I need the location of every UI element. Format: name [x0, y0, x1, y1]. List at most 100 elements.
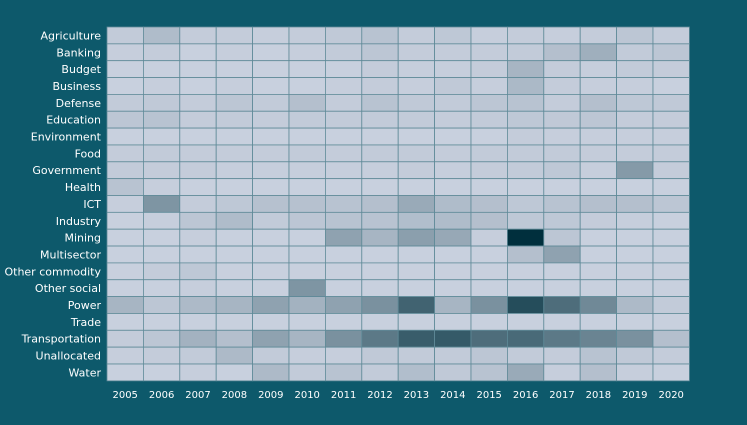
heatmap-cell-multisector-2006: [142, 245, 181, 264]
heatmap-cell-water-2017: [543, 363, 581, 382]
heatmap-cell-other-social-2011: [324, 279, 363, 298]
heatmap-cell-trade-2016: [506, 313, 545, 331]
heatmap-cell-food-2013: [397, 144, 436, 163]
heatmap-cell-agriculture-2013: [397, 26, 436, 45]
row-label-environment: Environment: [31, 131, 102, 144]
column-label-2018: 2018: [586, 390, 611, 401]
heatmap-cell-multisector-2012: [361, 245, 399, 264]
heatmap-cell-unallocated-2011: [324, 346, 363, 365]
heatmap-cell-ict-2009: [252, 195, 290, 213]
heatmap-cell-defense-2009: [252, 94, 290, 112]
heatmap-cell-agriculture-2017: [543, 26, 581, 45]
heatmap-cell-trade-2008: [215, 313, 253, 331]
heatmap-cell-other-commodity-2013: [397, 262, 436, 281]
heatmap-cell-defense-2013: [397, 94, 436, 112]
heatmap-cell-agriculture-2012: [361, 26, 399, 45]
heatmap-cell-other-commodity-2007: [179, 262, 217, 281]
heatmap-cell-education-2017: [543, 110, 581, 129]
heatmap-cell-ict-2005: [106, 195, 144, 213]
row-label-agriculture: Agriculture: [41, 29, 102, 42]
heatmap-cell-education-2019: [616, 110, 654, 129]
heatmap-cell-agriculture-2016: [506, 26, 545, 45]
heatmap-cell-agriculture-2009: [252, 26, 290, 45]
heatmap-cell-agriculture-2007: [179, 26, 217, 45]
row-label-banking: Banking: [56, 46, 101, 59]
heatmap-cell-banking-2012: [361, 43, 399, 62]
heatmap-cell-unallocated-2009: [252, 346, 290, 365]
heatmap-cell-industry-2019: [616, 211, 654, 230]
heatmap-cell-multisector-2017: [543, 245, 581, 264]
heatmap-cell-water-2007: [179, 363, 217, 382]
heatmap-cell-food-2007: [179, 144, 217, 163]
heatmap-cell-trade-2011: [324, 313, 363, 331]
heatmap-cell-mining-2011: [324, 228, 363, 247]
heatmap-cell-unallocated-2006: [142, 346, 181, 365]
heatmap-cell-defense-2005: [106, 94, 144, 112]
heatmap-cell-mining-2007: [179, 228, 217, 247]
heatmap-cell-trade-2013: [397, 313, 436, 331]
heatmap-cell-agriculture-2008: [215, 26, 253, 45]
heatmap-cell-business-2006: [142, 77, 181, 95]
heatmap-cell-budget-2011: [324, 60, 363, 78]
heatmap-cell-health-2020: [652, 178, 690, 196]
heatmap-cell-unallocated-2010: [288, 346, 326, 365]
heatmap-cell-other-commodity-2012: [361, 262, 399, 281]
heatmap-cell-education-2018: [579, 110, 618, 129]
row-label-power: Power: [68, 299, 102, 312]
heatmap-cell-trade-2015: [470, 313, 508, 331]
heatmap-cell-food-2015: [470, 144, 508, 163]
heatmap-cell-other-social-2010: [288, 279, 326, 298]
row-label-other-commodity: Other commodity: [4, 265, 101, 278]
heatmap-cell-unallocated-2019: [616, 346, 654, 365]
heatmap-cell-food-2006: [142, 144, 181, 163]
heatmap-cell-budget-2018: [579, 60, 618, 78]
heatmap-cell-health-2008: [215, 178, 253, 196]
heatmap-cell-transportation-2019: [616, 329, 654, 348]
heatmap-cell-food-2008: [215, 144, 253, 163]
heatmap-cell-multisector-2014: [434, 245, 472, 264]
column-label-2008: 2008: [222, 390, 247, 401]
heatmap-cell-education-2020: [652, 110, 690, 129]
heatmap-cell-mining-2015: [470, 228, 508, 247]
heatmap-cell-trade-2005: [106, 313, 144, 331]
heatmap-cell-defense-2011: [324, 94, 363, 112]
heatmap-cell-power-2006: [142, 296, 181, 314]
heatmap-cell-education-2015: [470, 110, 508, 129]
heatmap-cell-transportation-2016: [506, 329, 545, 348]
heatmap-cell-environment-2014: [434, 127, 472, 146]
heatmap-cell-power-2017: [543, 296, 581, 314]
heatmap-cell-mining-2018: [579, 228, 618, 247]
heatmap-cell-environment-2016: [506, 127, 545, 146]
heatmap-cell-industry-2017: [543, 211, 581, 230]
row-label-mining: Mining: [64, 232, 101, 245]
heatmap-cell-food-2010: [288, 144, 326, 163]
heatmap-cell-other-social-2005: [106, 279, 144, 298]
heatmap-cell-industry-2016: [506, 211, 545, 230]
heatmap-cell-other-social-2017: [543, 279, 581, 298]
heatmap-cell-transportation-2008: [215, 329, 253, 348]
heatmap-cell-defense-2020: [652, 94, 690, 112]
heatmap-cell-other-commodity-2005: [106, 262, 144, 281]
heatmap-cell-trade-2019: [616, 313, 654, 331]
column-label-2007: 2007: [185, 390, 210, 401]
heatmap-cell-power-2016: [506, 296, 545, 314]
heatmap-cell-transportation-2007: [179, 329, 217, 348]
heatmap-cell-mining-2008: [215, 228, 253, 247]
heatmap-cell-business-2009: [252, 77, 290, 95]
heatmap-cell-multisector-2015: [470, 245, 508, 264]
heatmap-cell-industry-2013: [397, 211, 436, 230]
heatmap-cell-education-2012: [361, 110, 399, 129]
row-label-multisector: Multisector: [40, 248, 101, 261]
heatmap-cell-budget-2015: [470, 60, 508, 78]
heatmap-cell-ict-2014: [434, 195, 472, 213]
heatmap-cell-mining-2014: [434, 228, 472, 247]
heatmap-cell-water-2014: [434, 363, 472, 382]
heatmap-cell-other-social-2008: [215, 279, 253, 298]
heatmap-cell-other-commodity-2010: [288, 262, 326, 281]
heatmap-cell-unallocated-2016: [506, 346, 545, 365]
heatmap-cell-power-2009: [252, 296, 290, 314]
heatmap-cell-unallocated-2014: [434, 346, 472, 365]
heatmap-cell-mining-2006: [142, 228, 181, 247]
heatmap-cell-mining-2010: [288, 228, 326, 247]
heatmap-cell-government-2005: [106, 161, 144, 180]
